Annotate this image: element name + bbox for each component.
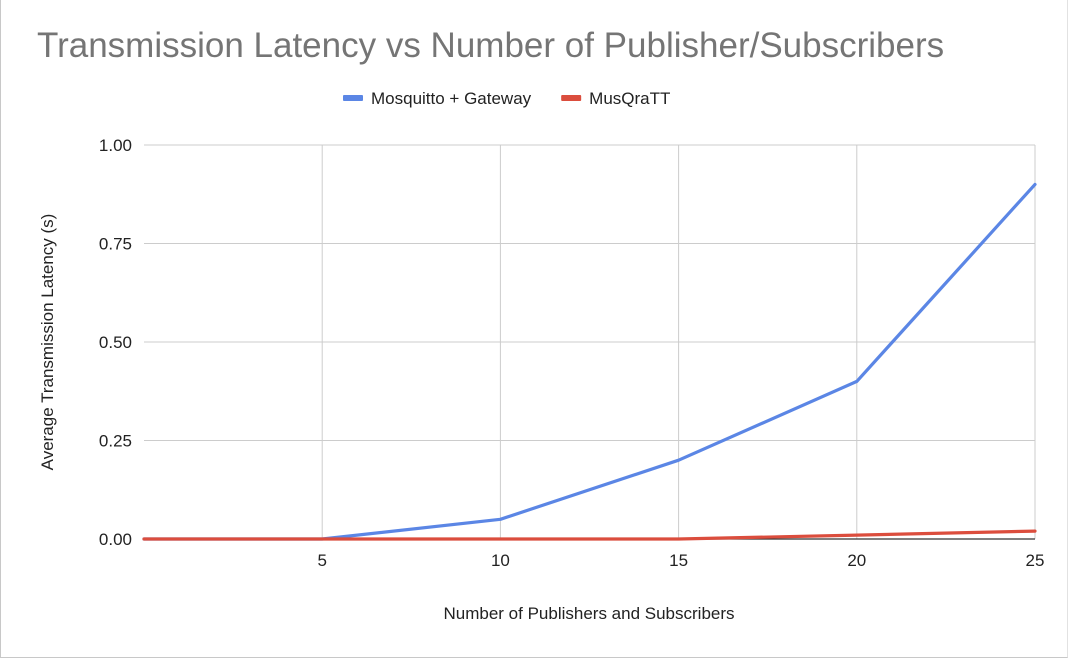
y-axis-title: Average Transmission Latency (s) xyxy=(38,214,57,471)
legend: Mosquitto + Gateway MusQraTT xyxy=(343,89,670,108)
y-tick-label: 0.50 xyxy=(99,333,132,352)
y-tick-label: 0.75 xyxy=(99,235,132,254)
x-tick-label: 10 xyxy=(491,551,510,570)
y-tick-label: 0.00 xyxy=(99,530,132,549)
y-tick-label: 1.00 xyxy=(99,136,132,155)
axes: 0.00 0.25 0.50 0.75 1.00 5 10 15 20 25 xyxy=(99,136,1045,570)
x-tick-label: 25 xyxy=(1026,551,1045,570)
legend-label: Mosquitto + Gateway xyxy=(371,89,532,108)
x-axis-title: Number of Publishers and Subscribers xyxy=(443,604,734,623)
legend-label: MusQraTT xyxy=(589,89,670,108)
grid xyxy=(144,144,1036,539)
x-tick-label: 15 xyxy=(669,551,688,570)
chart-title: Transmission Latency vs Number of Publis… xyxy=(37,26,945,65)
series-line xyxy=(142,182,1037,541)
series-lines xyxy=(142,182,1037,541)
legend-swatch xyxy=(561,95,582,101)
y-tick-label: 0.25 xyxy=(99,432,132,451)
series-line xyxy=(142,529,1037,541)
x-tick-label: 20 xyxy=(847,551,866,570)
x-tick-label: 5 xyxy=(317,551,326,570)
legend-swatch xyxy=(343,95,363,101)
